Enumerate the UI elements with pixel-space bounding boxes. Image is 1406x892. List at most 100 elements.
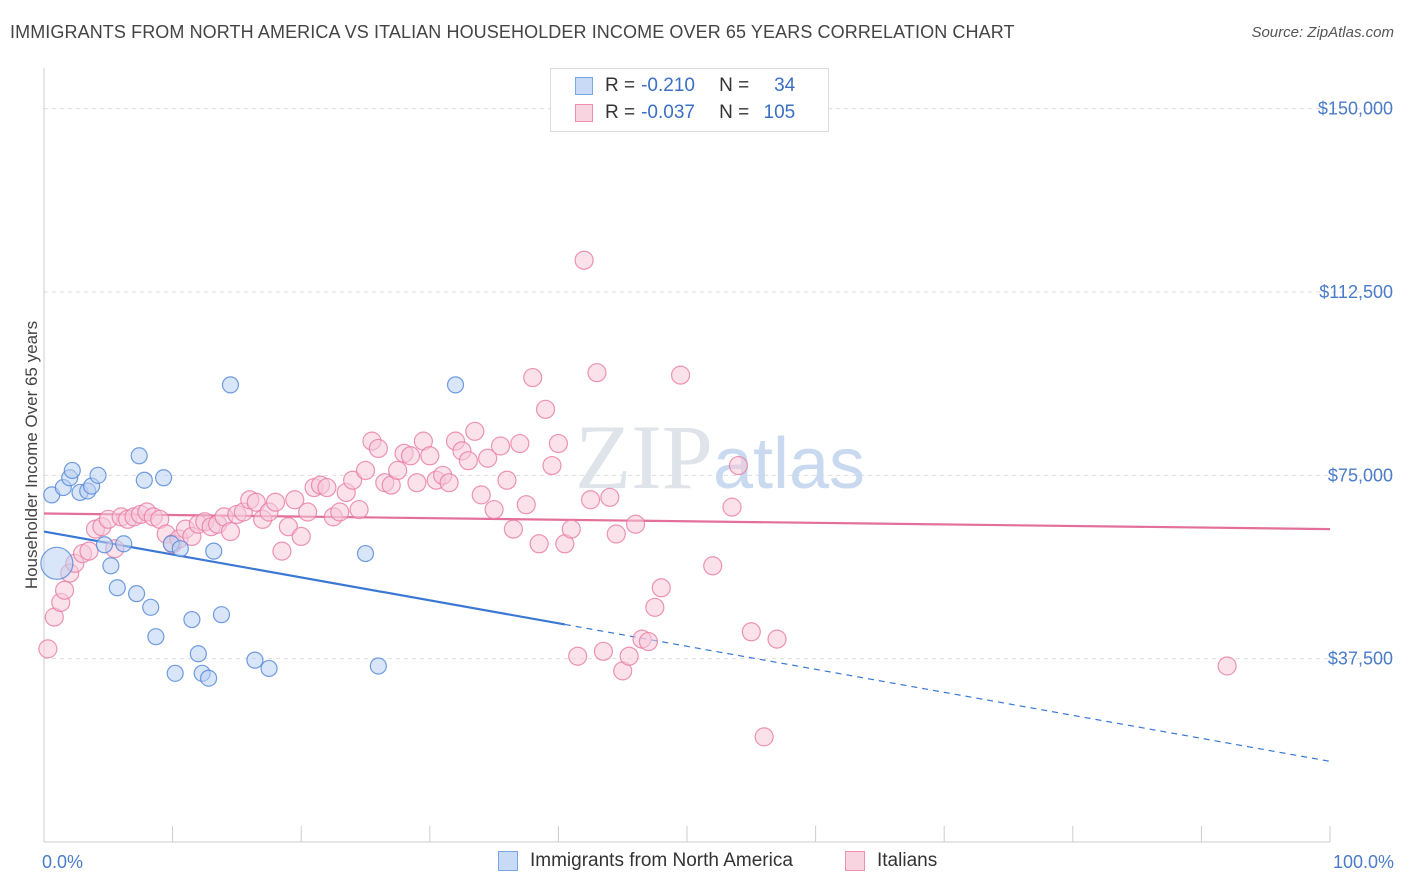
point-italians — [285, 490, 305, 510]
y-axis-label: Householder Income Over 65 years — [22, 321, 41, 589]
point-north-america — [171, 540, 189, 558]
point-italians — [728, 455, 749, 476]
point-italians — [349, 499, 369, 520]
point-italians — [619, 646, 639, 666]
bottom-legend-north-america: Immigrants from North America — [498, 850, 793, 872]
trend-lines — [43, 512, 1331, 762]
bottom-legend-label-north-america: Immigrants from North America — [530, 850, 793, 871]
point-north-america — [108, 579, 126, 597]
y-tick-labels: $37,500 $75,000 $112,500 $150,000 — [1318, 99, 1393, 669]
point-italians — [317, 477, 337, 498]
legend-n-label: N = — [719, 75, 750, 96]
legend-swatch-italians — [575, 104, 593, 122]
legend-n-label: N = — [719, 102, 750, 123]
point-italians — [1217, 656, 1237, 676]
point-italians — [548, 433, 569, 454]
legend-swatch-north-america — [575, 77, 593, 95]
y-tick-label: $37,500 — [1328, 649, 1393, 669]
point-italians — [703, 556, 723, 576]
y-tick-label: $75,000 — [1328, 465, 1393, 485]
point-north-america — [142, 598, 160, 616]
point-italians — [574, 250, 594, 270]
point-italians — [767, 629, 787, 649]
legend-n-value: 105 — [763, 102, 796, 123]
legend-row-italians: R = -0.037 N = 105 — [575, 101, 795, 125]
point-north-america — [200, 669, 218, 687]
point-north-america — [369, 657, 387, 675]
data-points — [38, 250, 1237, 747]
point-north-america — [89, 466, 107, 484]
point-italians — [645, 597, 665, 617]
point-italians — [606, 524, 626, 544]
correlation-legend: R = -0.210 N = 34 R = -0.037 N = 105 — [550, 68, 829, 132]
point-italians — [330, 502, 350, 522]
point-north-america — [221, 376, 240, 394]
point-italians — [542, 455, 562, 476]
point-italians — [298, 502, 318, 522]
point-italians — [478, 448, 498, 468]
point-north-america — [127, 585, 146, 603]
legend-row-north-america: R = -0.210 N = 34 — [575, 74, 795, 98]
point-italians — [458, 451, 478, 471]
point-italians — [355, 460, 376, 481]
point-italians — [265, 492, 286, 512]
x-tick-label: 100.0% — [1333, 852, 1394, 872]
point-italians — [465, 421, 485, 441]
trend-line-north-america-projection — [564, 623, 1331, 762]
point-north-america — [205, 542, 223, 560]
point-italians — [503, 519, 523, 539]
point-italians — [343, 470, 363, 490]
point-north-america — [246, 651, 264, 669]
point-italians — [54, 580, 75, 600]
bottom-legend-italians: Italians — [845, 850, 937, 872]
point-north-america — [95, 536, 114, 554]
point-italians — [516, 495, 536, 515]
point-north-america — [446, 376, 465, 394]
point-north-america — [130, 447, 148, 465]
point-italians — [439, 473, 459, 493]
point-italians — [754, 727, 774, 747]
point-north-america — [183, 610, 201, 629]
point-italians — [388, 460, 408, 481]
chart-title: IMMIGRANTS FROM NORTH AMERICA VS ITALIAN… — [10, 22, 1015, 42]
point-italians — [278, 517, 298, 537]
watermark-zip: ZIP — [575, 406, 713, 508]
bottom-legend-swatch-italians — [845, 851, 865, 871]
point-north-america — [260, 659, 278, 678]
legend-r-label: R = — [605, 75, 636, 96]
point-italians — [741, 622, 761, 642]
point-north-america — [166, 664, 184, 682]
point-north-america — [356, 544, 375, 563]
watermark: ZIPatlas — [575, 406, 865, 508]
point-italians — [568, 646, 588, 666]
point-italians — [535, 399, 556, 419]
point-north-america — [135, 471, 153, 489]
bottom-legend-label-italians: Italians — [877, 850, 938, 871]
point-italians — [79, 541, 99, 561]
point-italians — [670, 365, 691, 385]
point-italians — [638, 631, 659, 652]
point-italians — [38, 639, 58, 659]
point-italians — [625, 514, 646, 534]
point-italians — [497, 470, 517, 490]
point-north-america — [212, 606, 231, 624]
point-north-america — [40, 546, 74, 580]
point-italians — [510, 433, 530, 454]
point-north-america — [189, 645, 207, 663]
point-italians — [291, 526, 311, 547]
point-north-america — [115, 535, 133, 553]
legend-n-value: 34 — [774, 75, 796, 96]
point-italians — [220, 521, 241, 542]
point-italians — [484, 499, 504, 520]
point-italians — [490, 436, 511, 456]
point-italians — [587, 363, 607, 383]
point-italians — [561, 519, 581, 539]
point-italians — [407, 473, 427, 493]
point-italians — [246, 492, 266, 512]
gridlines — [44, 108, 1395, 660]
bottom-legend-swatch-north-america — [498, 851, 518, 871]
legend-r-value: -0.210 — [641, 75, 695, 96]
point-italians — [580, 490, 601, 510]
point-italians — [400, 446, 421, 466]
